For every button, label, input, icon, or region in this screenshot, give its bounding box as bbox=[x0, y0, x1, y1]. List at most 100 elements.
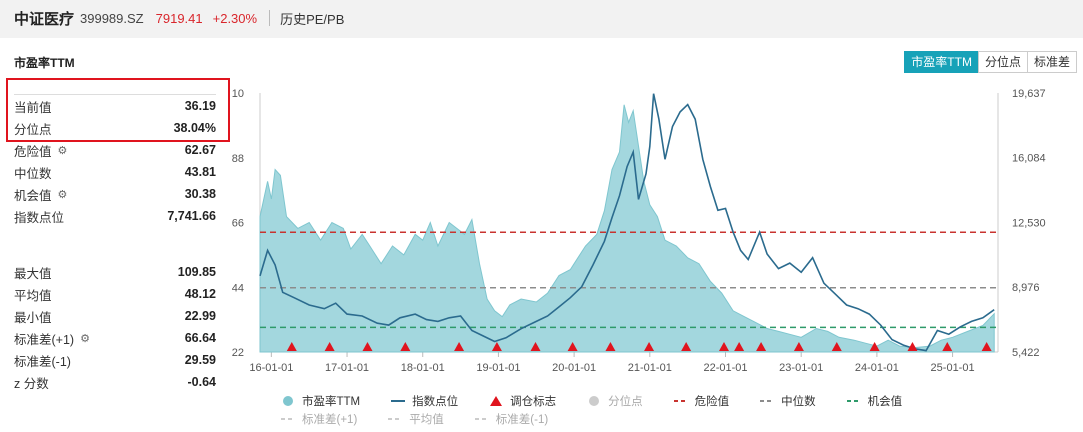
legend-label: 标准差(-1) bbox=[495, 414, 549, 426]
rebalance-marker bbox=[831, 342, 842, 351]
x-tick-label: 18-01-01 bbox=[401, 362, 445, 374]
legend-item[interactable]: 指数点位 bbox=[390, 393, 458, 409]
x-tick-label: 22-01-01 bbox=[703, 362, 747, 374]
stat-label: 危险值 ⚙ bbox=[14, 141, 67, 160]
y-tick-label-right: 19,637 bbox=[1012, 88, 1046, 100]
triangle-legend-icon bbox=[490, 396, 503, 406]
x-tick-label: 24-01-01 bbox=[855, 362, 899, 374]
rebalance-marker bbox=[324, 342, 335, 351]
stat-value: 43.81 bbox=[184, 165, 216, 179]
dot-legend-icon bbox=[283, 396, 293, 406]
stat-value: 48.12 bbox=[184, 287, 216, 301]
stat-label-text: 最小值 bbox=[14, 310, 52, 325]
gear-icon[interactable]: ⚙ bbox=[57, 188, 68, 201]
toggle-std-dev[interactable]: 标准差 bbox=[1026, 51, 1077, 73]
rebalance-marker bbox=[756, 342, 767, 351]
stats-list: 当前值 36.19 分位点 38.04% 危险值 ⚙ 62.67 中位数 43.81 机会值 ⚙ 30… bbox=[14, 94, 216, 393]
legend-item[interactable]: 市盈率TTM bbox=[280, 393, 360, 409]
stat-value: -0.64 bbox=[187, 375, 217, 389]
stat-label: 平均值 bbox=[14, 285, 52, 304]
dash-legend-icon bbox=[673, 400, 688, 402]
legend-label: 危险值 bbox=[694, 396, 730, 408]
index-code: 399989.SZ bbox=[80, 10, 144, 26]
x-tick-label: 19-01-01 bbox=[476, 362, 520, 374]
stat-label: 最小值 bbox=[14, 307, 52, 326]
rebalance-marker bbox=[491, 342, 502, 351]
y-tick-label-left: 22 bbox=[232, 347, 244, 359]
divider bbox=[269, 10, 271, 26]
legend-label: 市盈率TTM bbox=[302, 396, 361, 408]
panel-title: 市盈率TTM bbox=[14, 56, 75, 70]
index-change: +2.30% bbox=[212, 10, 258, 26]
y-tick-label-left: 44 bbox=[232, 282, 244, 294]
dash-legend-icon bbox=[281, 418, 295, 420]
toggle-pe-ttm[interactable]: 市盈率TTM bbox=[904, 51, 979, 73]
stat-label: 最大值 bbox=[14, 263, 52, 282]
rebalance-marker bbox=[644, 342, 655, 351]
stat-label-text: 中位数 bbox=[14, 166, 52, 181]
rebalance-marker bbox=[400, 342, 411, 351]
y-tick-label-right: 5,422 bbox=[1012, 347, 1040, 359]
stat-label-text: 危险值 bbox=[14, 144, 52, 159]
stat-label: z 分数 bbox=[14, 373, 49, 392]
stat-value: 30.38 bbox=[184, 187, 216, 201]
stat-value: 36.19 bbox=[184, 99, 216, 113]
legend-item[interactable]: 分位点 bbox=[586, 393, 643, 409]
gear-icon[interactable]: ⚙ bbox=[57, 144, 68, 157]
toggle-percentile[interactable]: 分位点 bbox=[977, 51, 1028, 73]
stat-label-text: 当前值 bbox=[14, 100, 52, 115]
stat-value: 66.64 bbox=[184, 331, 216, 345]
legend-item[interactable]: 中位数 bbox=[759, 393, 816, 409]
rebalance-marker bbox=[981, 342, 992, 351]
index-name: 中证医疗 bbox=[14, 10, 75, 28]
stat-row: 标准差(+1) ⚙ 66.64 bbox=[14, 327, 216, 349]
legend-item[interactable]: 平均值 bbox=[387, 411, 444, 427]
legend-item[interactable]: 机会值 bbox=[846, 393, 902, 409]
dash-legend-icon bbox=[388, 418, 403, 420]
stat-label: 当前值 bbox=[14, 97, 52, 116]
y-tick-label-right: 12,530 bbox=[1012, 217, 1046, 229]
y-tick-label-right: 8,976 bbox=[1012, 282, 1040, 294]
stat-label-text: 机会值 bbox=[14, 188, 52, 203]
stat-label-text: 标准差(+1) bbox=[14, 332, 75, 347]
dash-legend-icon bbox=[846, 400, 861, 402]
dash-legend-icon bbox=[474, 418, 489, 420]
rebalance-marker bbox=[942, 342, 953, 351]
stat-value: 38.04% bbox=[173, 121, 216, 135]
rebalance-marker bbox=[362, 342, 373, 351]
stat-label-text: 最大值 bbox=[14, 266, 52, 281]
stat-row: 分位点 38.04% bbox=[14, 117, 216, 139]
stat-label-text: 指数点位 bbox=[14, 210, 65, 225]
metric-toggle-group: 市盈率TTM 分位点 标准差 bbox=[904, 51, 1077, 73]
gear-icon[interactable]: ⚙ bbox=[80, 332, 90, 345]
legend-item[interactable]: 标准差(-1) bbox=[474, 411, 548, 427]
stat-row: 最小值 22.99 bbox=[14, 305, 216, 327]
legend-item[interactable]: 危险值 bbox=[673, 393, 730, 409]
stat-row: 平均值 48.12 bbox=[14, 283, 216, 305]
stat-label-text: 平均值 bbox=[14, 288, 52, 303]
x-tick-label: 17-01-01 bbox=[325, 362, 369, 374]
dot-legend-icon bbox=[589, 396, 600, 406]
y-tick-label-left: 88 bbox=[232, 153, 244, 165]
x-tick-label: 16-01-01 bbox=[249, 362, 293, 374]
stat-value: 7,741.66 bbox=[167, 209, 216, 223]
legend-item[interactable]: 调仓标志 bbox=[488, 393, 556, 409]
divider bbox=[14, 94, 216, 95]
title-bar: 中证医疗 399989.SZ 7919.41 +2.30% 历史PE/PB bbox=[0, 0, 1083, 36]
rebalance-marker bbox=[869, 342, 880, 351]
chart-legend: 市盈率TTM 指数点位 调仓标志 分位点 危险值 中位数 机会值 标准差(+1) 平均值 标准差… bbox=[280, 392, 1000, 428]
rebalance-marker bbox=[286, 342, 297, 351]
history-pe-pb-link[interactable]: 历史PE/PB bbox=[280, 11, 345, 27]
stat-value: 29.59 bbox=[184, 353, 216, 367]
legend-item[interactable]: 标准差(+1) bbox=[280, 411, 357, 427]
stat-label: 标准差(-1) bbox=[14, 351, 71, 370]
rebalance-marker bbox=[530, 342, 541, 351]
y-tick-label-left: 66 bbox=[232, 218, 244, 230]
y-tick-label-right: 16,084 bbox=[1012, 153, 1046, 165]
dash-legend-icon bbox=[760, 400, 775, 402]
stat-label: 分位点 bbox=[14, 119, 52, 138]
highlight-box bbox=[6, 78, 230, 142]
stat-row: 危险值 ⚙ 62.67 bbox=[14, 139, 216, 161]
legend-label: 平均值 bbox=[409, 414, 444, 426]
legend-label: 标准差(+1) bbox=[302, 414, 358, 426]
